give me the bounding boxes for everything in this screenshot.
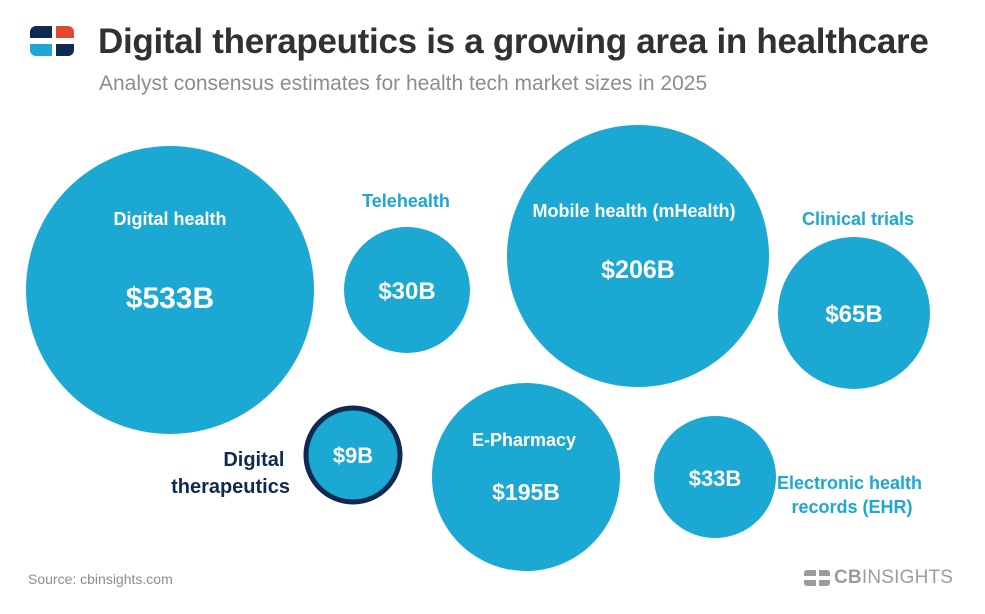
series-label: E-Pharmacy	[472, 430, 576, 450]
bubble-circle	[344, 227, 470, 353]
series-label: Mobile health (mHealth)	[532, 201, 735, 221]
value-label: $30B	[378, 278, 435, 305]
bubble-ehr: Electronic health records (EHR) $33B	[654, 416, 927, 538]
chart-subtitle: Analyst consensus estimates for health t…	[99, 72, 708, 95]
bubble-circle	[432, 383, 620, 571]
cb-insights-brand: CBINSIGHTS	[804, 566, 953, 590]
bubble-digital-health: Digital health $533B	[26, 146, 314, 434]
series-label-line-2: records (EHR)	[791, 497, 912, 517]
value-label: $33B	[689, 466, 742, 491]
bubble-digital-therapeutics: Digital therapeutics $9B	[171, 405, 403, 505]
value-label: $533B	[126, 282, 214, 315]
value-label: $206B	[601, 256, 675, 284]
series-label-line-1: Electronic health	[777, 473, 922, 493]
bubble-circle	[778, 237, 930, 389]
value-label: $195B	[492, 479, 560, 505]
value-label: $65B	[825, 301, 882, 328]
cb-insights-wordmark-icon	[804, 570, 830, 586]
bubble-circle	[26, 146, 314, 434]
series-label: Electronic health records (EHR)	[777, 473, 927, 517]
series-label-line-1: Digital	[223, 449, 284, 471]
brand-wordmark-rest: INSIGHTS	[861, 567, 954, 588]
cb-insights-logo-icon	[30, 26, 74, 56]
bubble-circle-highlighted	[303, 405, 403, 505]
bubble-mobile-health: Mobile health (mHealth) $206B	[507, 125, 769, 387]
brand-wordmark-bold: CB	[834, 567, 862, 588]
bubble-clinical-trials: Clinical trials $65B	[778, 209, 930, 389]
series-label: Telehealth	[362, 191, 450, 211]
bubble-circle	[654, 416, 776, 538]
bubble-telehealth: Telehealth $30B	[344, 191, 470, 353]
series-label: Digital therapeutics	[171, 449, 290, 498]
brand-wordmark: CBINSIGHTS	[834, 567, 953, 589]
bubble-circle	[507, 125, 769, 387]
series-label: Clinical trials	[802, 209, 914, 229]
chart-title: Digital therapeutics is a growing area i…	[98, 22, 929, 61]
source-note: Source: cbinsights.com	[28, 571, 173, 587]
bubble-e-pharmacy: E-Pharmacy $195B	[432, 383, 620, 571]
series-label-line-2: therapeutics	[171, 476, 290, 498]
value-label: $9B	[333, 443, 373, 468]
series-label: Digital health	[113, 209, 226, 229]
